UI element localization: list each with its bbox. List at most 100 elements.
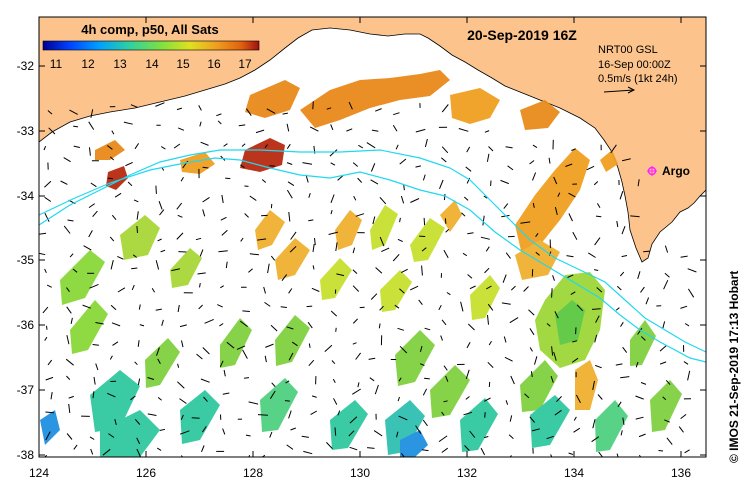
current-arrow — [199, 249, 204, 257]
current-arrow — [400, 195, 405, 204]
current-arrow — [45, 376, 54, 381]
current-arrow — [568, 213, 573, 222]
current-arrow — [223, 143, 228, 147]
isobath-line-2 — [39, 157, 706, 363]
current-arrow — [66, 306, 72, 314]
current-arrow — [267, 263, 270, 274]
current-arrow — [308, 219, 314, 222]
current-arrow — [622, 417, 625, 425]
current-arrow — [645, 297, 650, 305]
current-arrow — [269, 390, 276, 399]
current-arrow — [529, 347, 533, 352]
current-arrow — [615, 307, 620, 311]
current-arrow — [596, 287, 603, 293]
current-arrow — [370, 163, 376, 172]
current-arrow — [352, 388, 361, 395]
current-arrow — [467, 274, 473, 279]
current-arrow — [179, 324, 187, 328]
current-arrow — [179, 398, 187, 404]
current-arrow — [90, 182, 97, 188]
current-arrow — [44, 268, 47, 274]
current-arrow — [282, 112, 288, 115]
current-arrow — [595, 215, 602, 218]
current-arrow — [443, 400, 448, 403]
current-arrow — [255, 129, 265, 134]
isobath-line-1 — [39, 149, 706, 353]
current-arrow — [395, 144, 399, 150]
current-arrow — [204, 318, 214, 324]
current-arrow — [198, 304, 203, 310]
current-arrow — [89, 283, 99, 289]
current-arrow — [446, 292, 451, 296]
current-arrow — [46, 325, 48, 330]
current-arrow — [398, 415, 408, 421]
current-arrow — [161, 319, 164, 326]
current-arrow — [441, 447, 448, 453]
current-arrow — [593, 269, 599, 271]
current-arrow — [202, 196, 210, 203]
current-arrow — [199, 121, 202, 127]
current-arrow — [445, 375, 449, 382]
current-arrow — [509, 455, 512, 457]
current-arrow — [176, 107, 183, 111]
current-arrow — [483, 397, 491, 402]
current-arrow — [248, 401, 259, 405]
current-arrow — [88, 121, 95, 130]
current-arrow — [465, 369, 470, 380]
current-arrow — [643, 250, 651, 253]
current-arrow — [485, 246, 490, 252]
current-arrow — [505, 400, 509, 405]
current-arrow — [248, 268, 253, 273]
current-arrow — [83, 245, 92, 251]
current-arrow — [73, 125, 79, 128]
current-arrow — [308, 192, 311, 198]
current-arrow — [621, 226, 626, 235]
current-arrow — [156, 347, 160, 356]
current-arrow — [110, 259, 114, 270]
current-arrow — [680, 255, 688, 258]
current-arrow — [288, 211, 291, 222]
current-arrow — [147, 413, 157, 416]
current-arrow — [419, 363, 425, 366]
current-arrow — [236, 345, 246, 350]
current-arrow — [534, 356, 538, 365]
y-tick-label: -38 — [17, 448, 35, 462]
current-arrow — [415, 425, 422, 434]
sst-patches — [40, 70, 682, 457]
current-arrow — [242, 349, 248, 359]
current-arrow — [107, 177, 114, 180]
current-arrow — [440, 157, 447, 163]
current-arrow — [348, 101, 353, 110]
current-arrow — [114, 192, 122, 198]
current-arrow — [367, 447, 375, 449]
current-arrow — [43, 146, 47, 151]
current-arrow — [424, 377, 430, 380]
current-arrow — [324, 344, 333, 352]
current-arrow — [179, 430, 190, 435]
current-arrow — [326, 442, 333, 449]
x-tick-label: 132 — [457, 466, 477, 480]
current-arrow — [171, 268, 181, 272]
current-arrow — [441, 319, 447, 326]
current-arrow — [480, 236, 490, 240]
x-tick-label: 126 — [136, 466, 156, 480]
current-arrow — [373, 430, 383, 437]
colorbar-gradient — [42, 40, 260, 51]
current-arrow — [288, 288, 293, 294]
current-arrow — [109, 355, 113, 360]
current-arrow — [421, 265, 423, 276]
current-arrow — [109, 236, 115, 242]
current-arrow — [687, 268, 697, 273]
current-arrow — [664, 245, 669, 253]
current-arrow — [678, 426, 684, 433]
info-line-2: 16-Sep 00:00Z — [598, 59, 671, 71]
current-arrow — [222, 428, 226, 435]
current-arrow — [466, 146, 471, 153]
current-arrow — [568, 192, 576, 198]
current-arrow — [202, 347, 210, 355]
current-arrow — [286, 162, 293, 165]
current-arrow — [287, 181, 295, 187]
current-arrow — [392, 253, 400, 262]
current-arrow — [220, 285, 224, 289]
current-arrow — [610, 144, 617, 154]
